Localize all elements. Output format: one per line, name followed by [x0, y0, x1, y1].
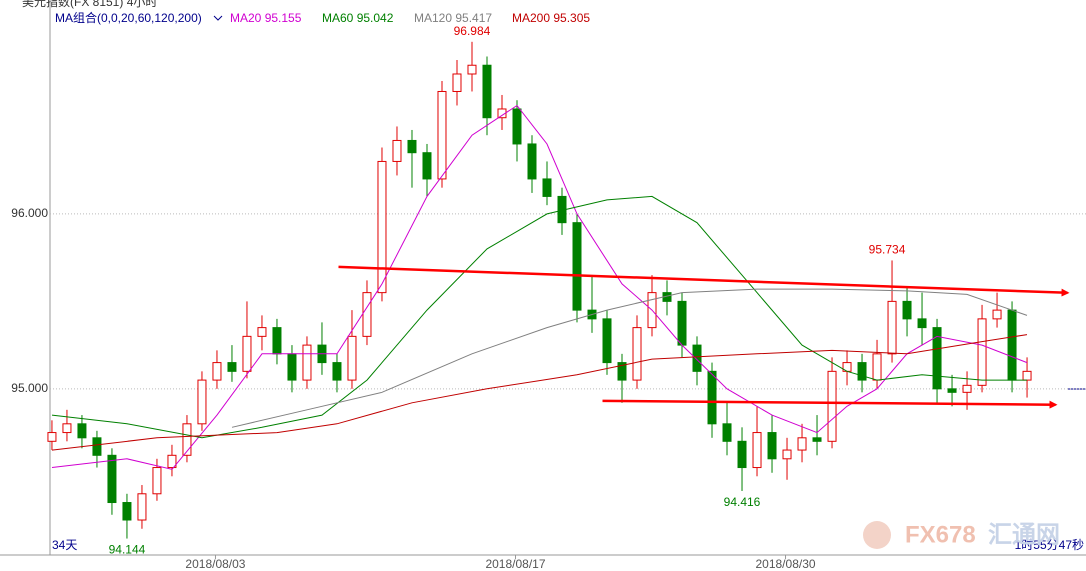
ma-line [231, 288, 1028, 428]
legend-value: 95.155 [265, 11, 302, 25]
legend-value: 95.042 [357, 11, 394, 25]
legend-name: MA200 [512, 11, 550, 25]
candle-body [617, 362, 627, 381]
candle-body [602, 318, 612, 364]
candle-body [542, 178, 552, 197]
extreme-label: 94.416 [724, 495, 761, 509]
legend-name: MA20 [230, 11, 262, 25]
candle-body [827, 370, 837, 442]
candle-body [272, 327, 282, 355]
trend-line [602, 399, 1058, 409]
candle-body [77, 423, 87, 439]
candle-body [737, 440, 747, 469]
x-tick-label: 2018/08/17 [485, 557, 545, 571]
candle-body [467, 64, 477, 75]
countdown: 1时55分47秒 [1015, 538, 1084, 552]
candle-body [197, 379, 207, 425]
candle-body [917, 318, 927, 329]
x-tick-label: 2018/08/03 [185, 557, 245, 571]
candle-body [437, 90, 447, 180]
trend-line [338, 265, 1070, 297]
candle-body [527, 143, 537, 180]
legend-value: 95.305 [553, 11, 590, 25]
candle-body [242, 335, 252, 372]
candle-body [92, 437, 102, 456]
candle-body [797, 437, 807, 451]
ma-line [51, 104, 1028, 470]
candle-body [752, 432, 762, 469]
legend: MA20 95.155 MA60 95.042 MA120 95.417 MA200 … [230, 11, 590, 25]
candle-body [692, 344, 702, 372]
candle-body [257, 327, 267, 337]
watermark-cn: 汇通网 [988, 521, 1060, 548]
legend-name: MA60 [322, 11, 354, 25]
ma-line [51, 195, 1027, 439]
candle-body [122, 502, 132, 521]
candle-body [407, 139, 417, 154]
candle-body [872, 353, 882, 381]
candle-body [932, 327, 942, 390]
period-label: 34天 [52, 538, 77, 552]
legend-entry: MA120 95.417 [414, 11, 492, 25]
legend-value: 95.417 [455, 11, 492, 25]
candle-body [512, 108, 522, 145]
candle-body [722, 423, 732, 442]
candle-body [977, 318, 987, 386]
legend-entry: MA60 95.042 [322, 11, 394, 25]
candle-body [47, 432, 57, 442]
chart-title: 美元指数(FX 8151) 4小时 [22, 0, 157, 9]
candle-body [332, 362, 342, 381]
candle-body [422, 152, 432, 180]
ma-group-label: MA组合(0,0,20,60,120,200) [55, 10, 202, 25]
candle-body [962, 384, 972, 393]
extreme-label: 96.984 [454, 24, 491, 38]
candle-body [452, 73, 462, 92]
candle-body [857, 362, 867, 381]
legend-entry: MA200 95.305 [512, 11, 590, 25]
candle-body [812, 437, 822, 442]
watermark-logo [863, 521, 891, 549]
candle-body [362, 292, 372, 337]
candle-body [992, 309, 1002, 320]
candle-body [1022, 370, 1032, 381]
candle-body [227, 362, 237, 372]
candle-body [212, 362, 222, 381]
candle-body [182, 423, 192, 456]
candle-body [62, 423, 72, 434]
extreme-label: 95.734 [869, 243, 906, 257]
candle-body [392, 139, 402, 162]
candle-body [632, 327, 642, 381]
candle-body [287, 353, 297, 381]
legend-entry: MA20 95.155 [230, 11, 302, 25]
candle-body [377, 160, 387, 294]
candle-body [902, 300, 912, 320]
candle-body [152, 467, 162, 495]
candle-body [107, 454, 117, 504]
candle-body [302, 344, 312, 381]
candle-body [572, 222, 582, 311]
candle-body [167, 454, 177, 469]
candle-body [947, 388, 957, 393]
candle-body [482, 64, 492, 119]
candle-body [1007, 309, 1017, 381]
y-tick-label: 96.000 [11, 206, 48, 220]
candle-body [782, 449, 792, 460]
legend-name: MA120 [414, 11, 452, 25]
x-tick-label: 2018/08/30 [755, 557, 815, 571]
ma-line [51, 334, 1028, 451]
candle-body [767, 432, 777, 460]
candle-body [677, 300, 687, 346]
dropdown-icon[interactable] [213, 15, 223, 21]
candle-body [887, 300, 897, 355]
y-tick-label: 95.000 [11, 381, 48, 395]
candle-body [137, 493, 147, 521]
extreme-label: 94.144 [109, 543, 146, 557]
watermark: FX678 [905, 521, 976, 548]
candle-body [707, 370, 717, 425]
candle-body [347, 335, 357, 381]
